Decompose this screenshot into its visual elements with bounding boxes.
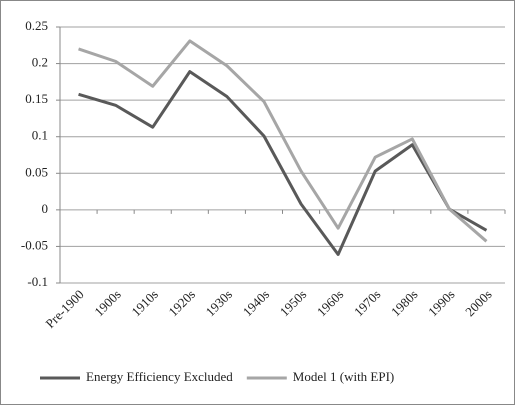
y-tick-label: 0.2 [32,55,48,70]
y-tick-label: -0.05 [21,237,48,252]
legend-label: Model 1 (with EPI) [293,369,394,384]
y-tick-label: 0.05 [25,164,48,179]
y-tick-label: 0 [42,201,49,216]
y-tick-label: 0.15 [25,91,48,106]
series-line [78,39,488,243]
series-line [78,70,488,256]
legend-label: Energy Efficiency Excluded [86,369,233,384]
y-tick-label: 0.1 [32,128,48,143]
y-tick-label: -0.1 [27,274,48,289]
y-tick-label: 0.25 [25,18,48,33]
